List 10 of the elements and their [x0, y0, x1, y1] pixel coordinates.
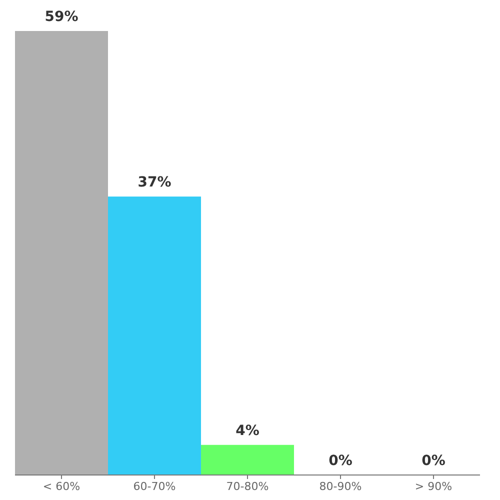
data-label: 0% [422, 453, 446, 469]
x-tick-label: 70-80% [226, 480, 269, 493]
x-tick-label: 60-70% [133, 480, 176, 493]
data-label: 59% [44, 9, 78, 25]
data-label: 37% [138, 174, 172, 191]
x-tick-label: > 90% [414, 480, 452, 493]
data-label: 4% [236, 422, 260, 439]
data-label: 0% [328, 453, 352, 469]
x-tick-label: < 60% [42, 480, 80, 493]
x-tick-label: 80-90% [319, 480, 362, 493]
